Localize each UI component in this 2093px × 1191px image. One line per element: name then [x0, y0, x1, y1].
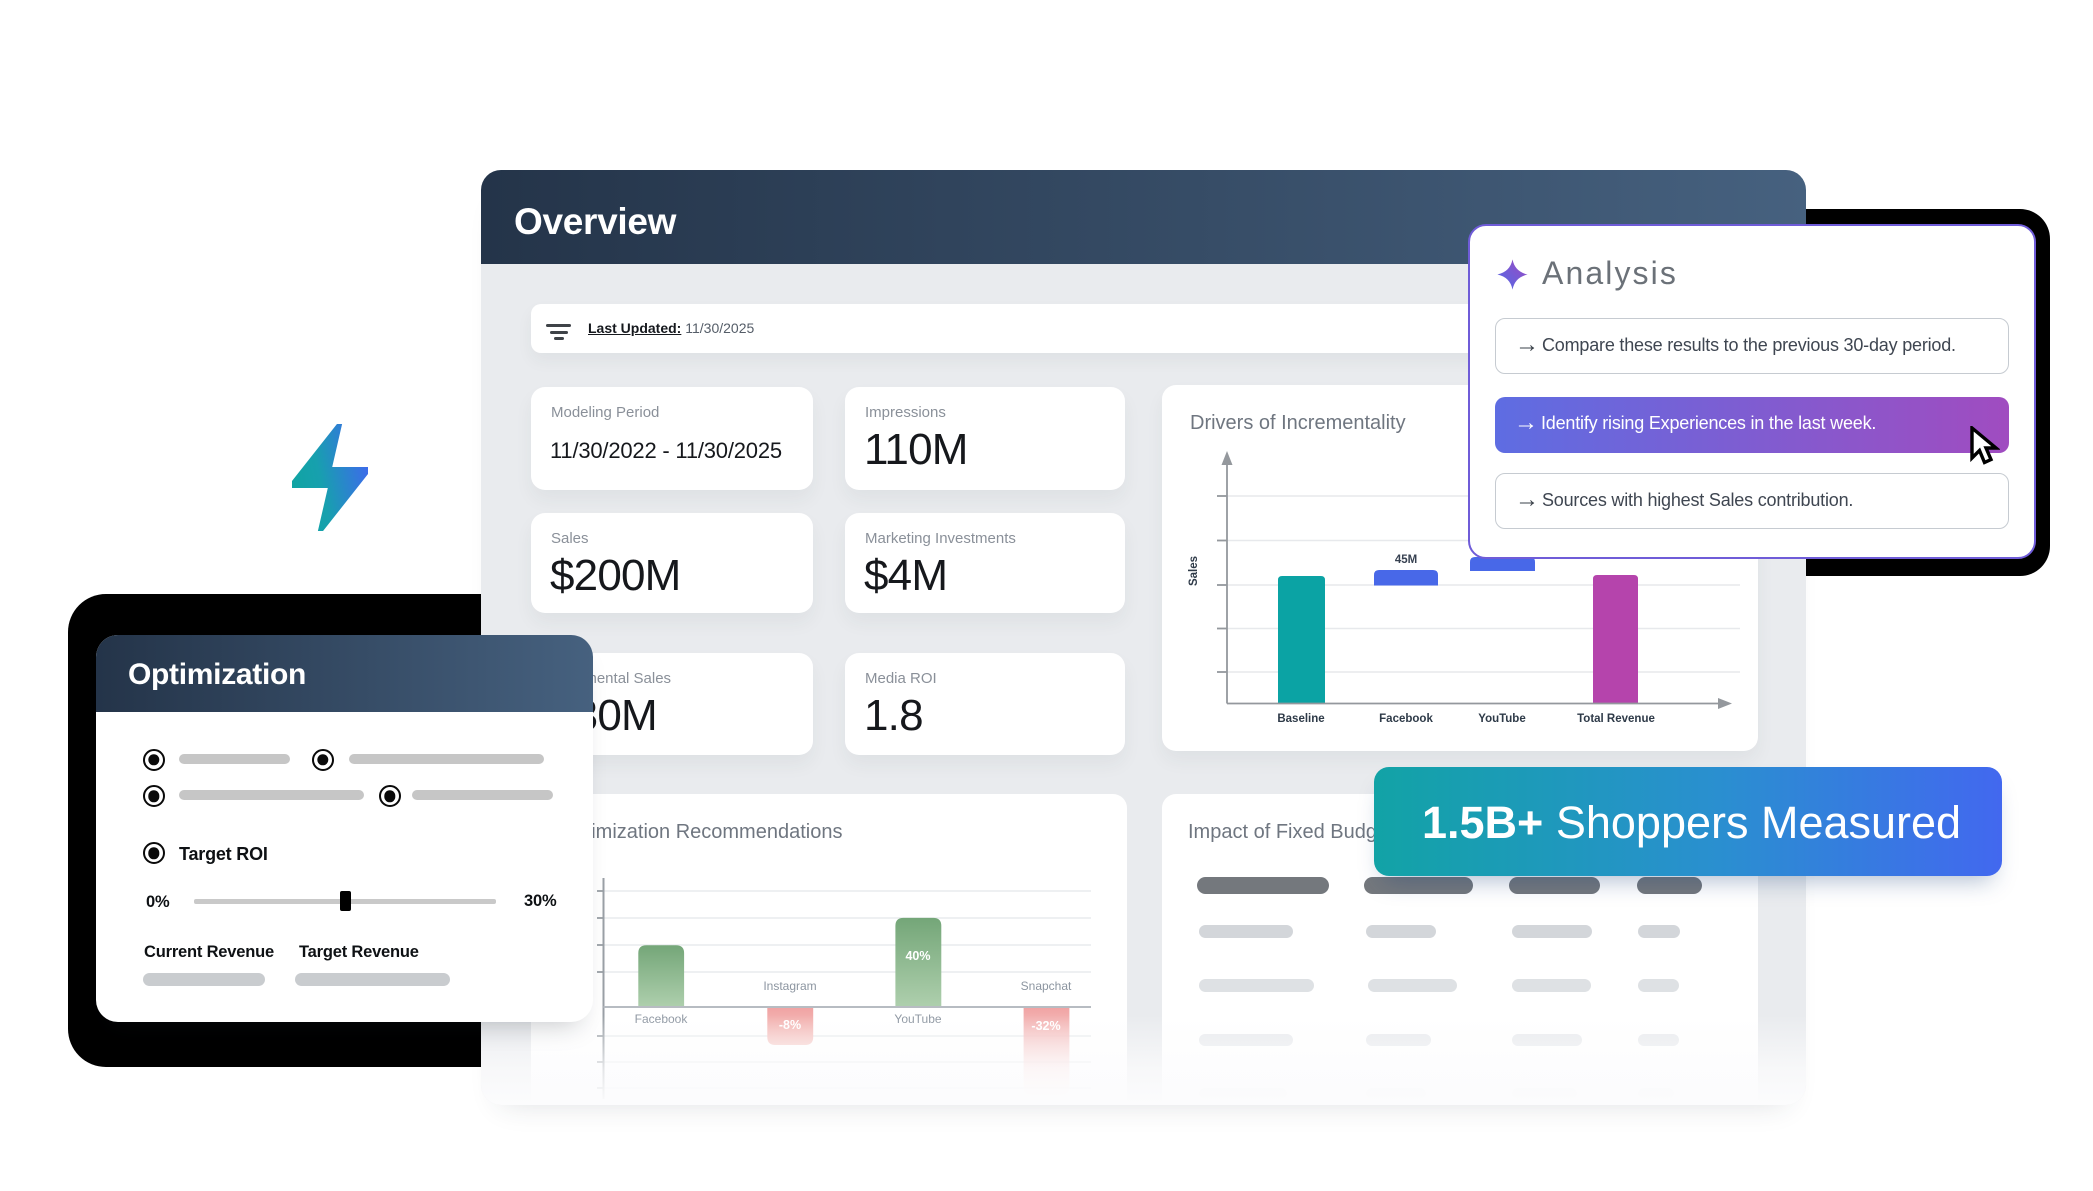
- svg-text:Snapchat: Snapchat: [1021, 979, 1072, 993]
- svg-text:Facebook: Facebook: [1379, 713, 1433, 725]
- svg-text:45M: 45M: [1395, 554, 1417, 566]
- svg-text:Sales: Sales: [1188, 556, 1200, 586]
- svg-text:Baseline: Baseline: [1277, 713, 1324, 725]
- svg-text:Instagram: Instagram: [763, 979, 816, 993]
- svg-text:YouTube: YouTube: [1478, 713, 1525, 725]
- svg-text:40%: 40%: [905, 949, 930, 963]
- svg-text:Total Revenue: Total Revenue: [1577, 713, 1655, 725]
